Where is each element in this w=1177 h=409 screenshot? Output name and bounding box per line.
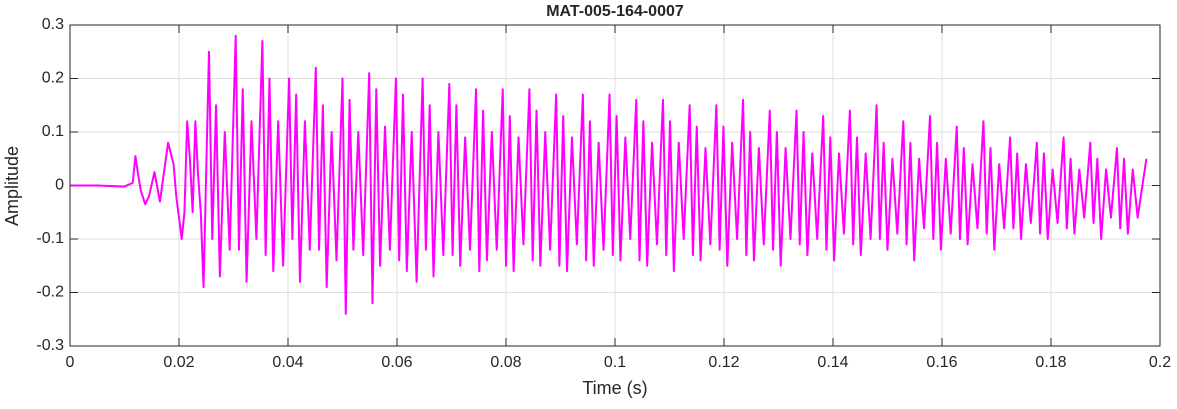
x-tick-label: 0.2	[1149, 354, 1171, 371]
x-tick-label: 0.08	[490, 354, 521, 371]
y-tick-label: -0.3	[36, 337, 64, 354]
y-tick-label: 0.1	[42, 123, 64, 140]
x-tick-label: 0	[66, 354, 75, 371]
x-axis-label: Time (s)	[582, 378, 647, 398]
x-tick-label: 0.12	[708, 354, 739, 371]
x-tick-label: 0.06	[381, 354, 412, 371]
x-tick-label: 0.1	[604, 354, 626, 371]
y-tick-label: -0.1	[36, 230, 64, 247]
x-tick-label: 0.18	[1035, 354, 1066, 371]
x-tick-label: 0.04	[272, 354, 303, 371]
y-tick-label: 0	[55, 177, 64, 194]
y-tick-label: 0.3	[42, 16, 64, 33]
y-tick-label: 0.2	[42, 70, 64, 87]
chart-title: MAT-005-164-0007	[546, 3, 684, 20]
y-tick-label: -0.2	[36, 284, 64, 301]
x-tick-label: 0.16	[926, 354, 957, 371]
y-axis-label: Amplitude	[2, 146, 22, 226]
x-tick-label: 0.02	[163, 354, 194, 371]
x-tick-label: 0.14	[817, 354, 848, 371]
axes-box	[69, 24, 1161, 347]
waveform-line	[70, 34, 1148, 315]
